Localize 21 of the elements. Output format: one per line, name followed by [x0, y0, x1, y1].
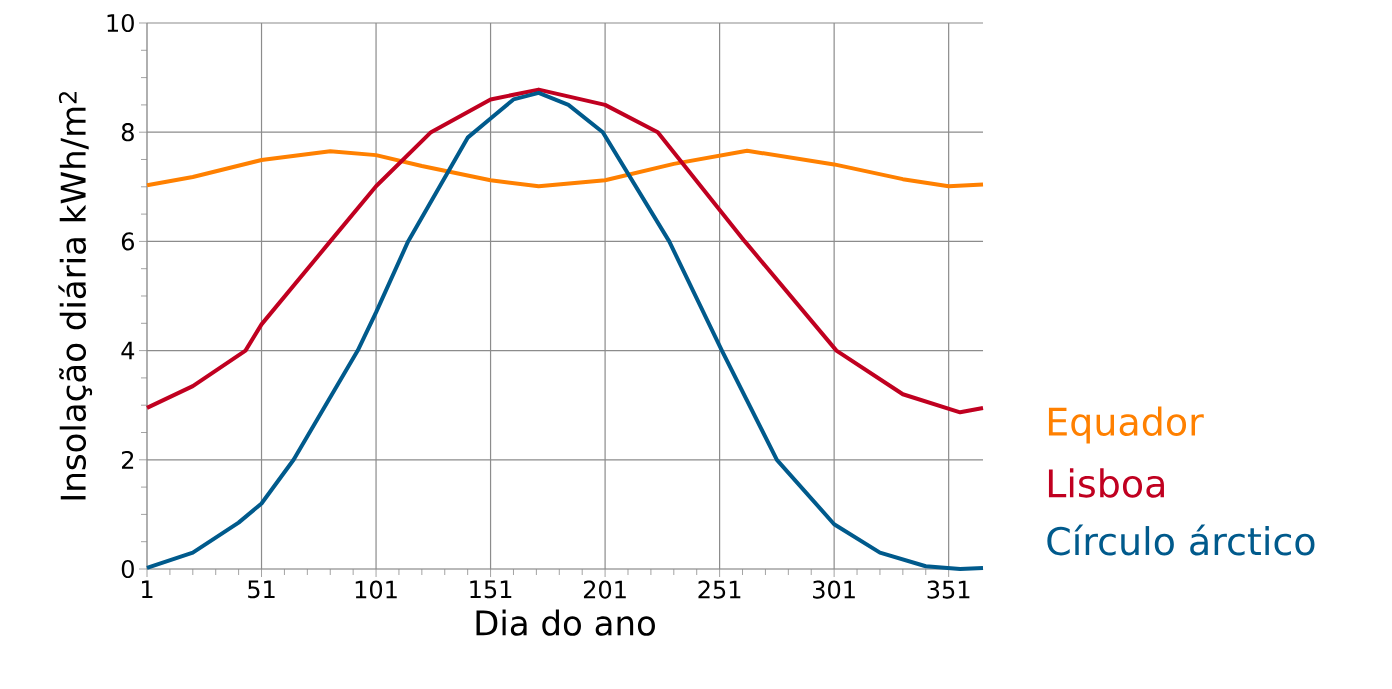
x-tick-label: 151 — [470, 580, 512, 599]
x-tick-label: 1 — [142, 580, 153, 599]
x-tick-label: 101 — [355, 580, 397, 599]
text: Lisboa — [1048, 468, 1164, 498]
line-series — [145, 148, 986, 189]
x-tick-label: 51 — [248, 580, 275, 599]
y-tick-label: 4 — [121, 341, 135, 360]
y-tick-label: 2 — [121, 450, 134, 469]
x-axis-title: Dia do ano — [476, 609, 655, 636]
x-tick-label: 201 — [583, 580, 626, 599]
y-tick-label: 8 — [121, 123, 134, 142]
y-tick-label: 6 — [121, 232, 134, 251]
line-series — [145, 87, 986, 415]
x-tick-label: 251 — [698, 580, 741, 599]
y-axis-title: Insolação diária kWh/m$^{2}$ — [58, 92, 93, 500]
y-tick-label: 10 — [107, 13, 134, 33]
x-tick-label: 351 — [927, 580, 970, 599]
y-tick-label: 0 — [121, 559, 134, 579]
text: Equador — [1048, 406, 1204, 444]
x-tick-label: 301 — [813, 580, 855, 599]
series-label: Círculo árctico — [1047, 524, 1315, 556]
